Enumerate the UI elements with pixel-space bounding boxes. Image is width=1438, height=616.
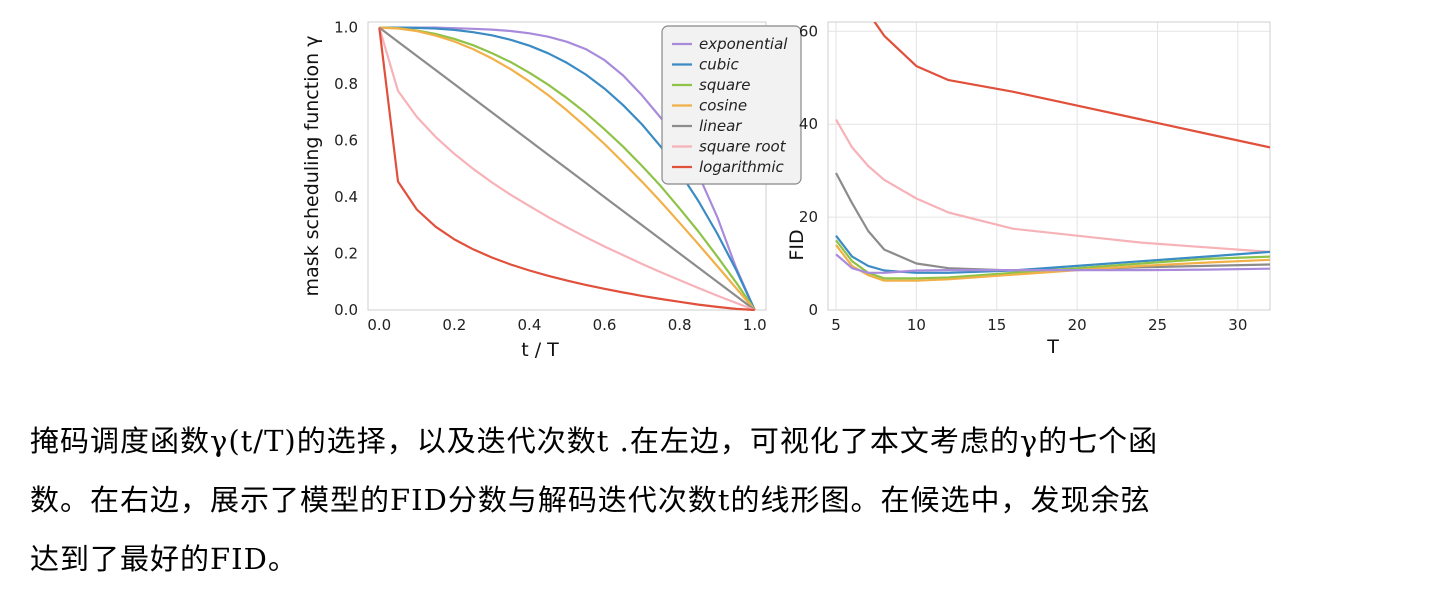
right-series-square-root (835, 118, 1270, 253)
right-x-axis-label: T (1046, 336, 1059, 358)
legend-label-exponential: exponential (699, 35, 788, 53)
right-x-tick-label: 20 (1068, 316, 1087, 334)
legend-label-logarithmic: logarithmic (699, 158, 785, 176)
left-y-axis-label: mask scheduling function γ (301, 36, 323, 297)
right-plot-frame (827, 21, 1271, 311)
left-series-square-root (378, 27, 756, 312)
left-series-cosine (379, 26, 756, 311)
legend-label-cubic: cubic (699, 56, 739, 74)
right-y-tick-label: 20 (799, 208, 818, 226)
right-y-tick-label: 60 (799, 22, 818, 40)
left-x-axis-label: t / T (521, 339, 559, 361)
left-x-tick-label: 0.0 (367, 316, 391, 334)
right-x-tick-label: 15 (987, 316, 1006, 334)
left-y-tick-label: 0.4 (334, 188, 358, 206)
left-y-tick-label: 0.6 (334, 132, 358, 150)
right-series-linear (835, 172, 1270, 272)
left-y-tick-label: 0.0 (334, 301, 358, 319)
left-series-cubic (379, 26, 756, 311)
right-y-tick-label: 0 (808, 301, 818, 319)
legend-label-cosine: cosine (699, 97, 747, 115)
figure-caption: 掩码调度函数γ(t/T)的选择，以及迭代次数t .在左边，可视化了本文考虑的γ的… (30, 412, 1420, 589)
figure: 0.0 0.2 0.4 0.6 0.8 1.0 0.0 0.2 0.4 0.6 0.8 1.0 t … (301, 19, 1271, 361)
left-series-linear (378, 26, 756, 311)
right-series-exponential (835, 253, 1270, 274)
caption-line-2: 数。在右边，展示了模型的FID分数与解码迭代次数t的线形图。在候选中，发现余弦 (30, 483, 1151, 517)
left-y-tick-label: 0.8 (334, 75, 358, 93)
right-series-cubic (835, 235, 1270, 274)
legend-label-square-root: square root (699, 138, 787, 156)
right-y-axis-label: FID (786, 229, 808, 260)
right-x-tick-label: 30 (1228, 316, 1247, 334)
left-x-tick-label: 0.8 (668, 316, 692, 334)
legend: exponential cubic square cosine linear square… (661, 25, 802, 185)
left-y-tick-label: 0.2 (334, 245, 358, 263)
left-x-tick-label: 1.0 (743, 316, 767, 334)
left-x-tick-label: 0.4 (518, 316, 542, 334)
right-x-tick-label: 25 (1148, 316, 1167, 334)
left-series-square (379, 26, 756, 311)
right-series-cosine (835, 244, 1270, 282)
legend-label-square: square (699, 76, 750, 94)
right-y-tick-label: 40 (799, 115, 818, 133)
caption-line-1: 掩码调度函数γ(t/T)的选择，以及迭代次数t .在左边，可视化了本文考虑的γ的… (30, 424, 1159, 458)
legend-label-linear: linear (699, 117, 742, 135)
right-x-tick-label: 10 (907, 316, 926, 334)
right-x-tick-label: 5 (831, 316, 841, 334)
left-y-tick-label: 1.0 (334, 19, 358, 37)
right-series-logarithmic (873, 22, 1270, 149)
left-chart: 0.0 0.2 0.4 0.6 0.8 1.0 0.0 0.2 0.4 0.6 0.8 1.0 t … (301, 19, 802, 361)
left-x-tick-label: 0.2 (442, 316, 466, 334)
left-x-tick-label: 0.6 (593, 316, 617, 334)
legend-box (661, 25, 802, 185)
left-series-logarithmic (378, 27, 755, 312)
caption-line-3: 达到了最好的FID。 (30, 542, 298, 576)
right-series-square (835, 239, 1270, 280)
right-chart: 5 10 15 20 25 30 0 20 40 60 T FID (786, 21, 1271, 358)
